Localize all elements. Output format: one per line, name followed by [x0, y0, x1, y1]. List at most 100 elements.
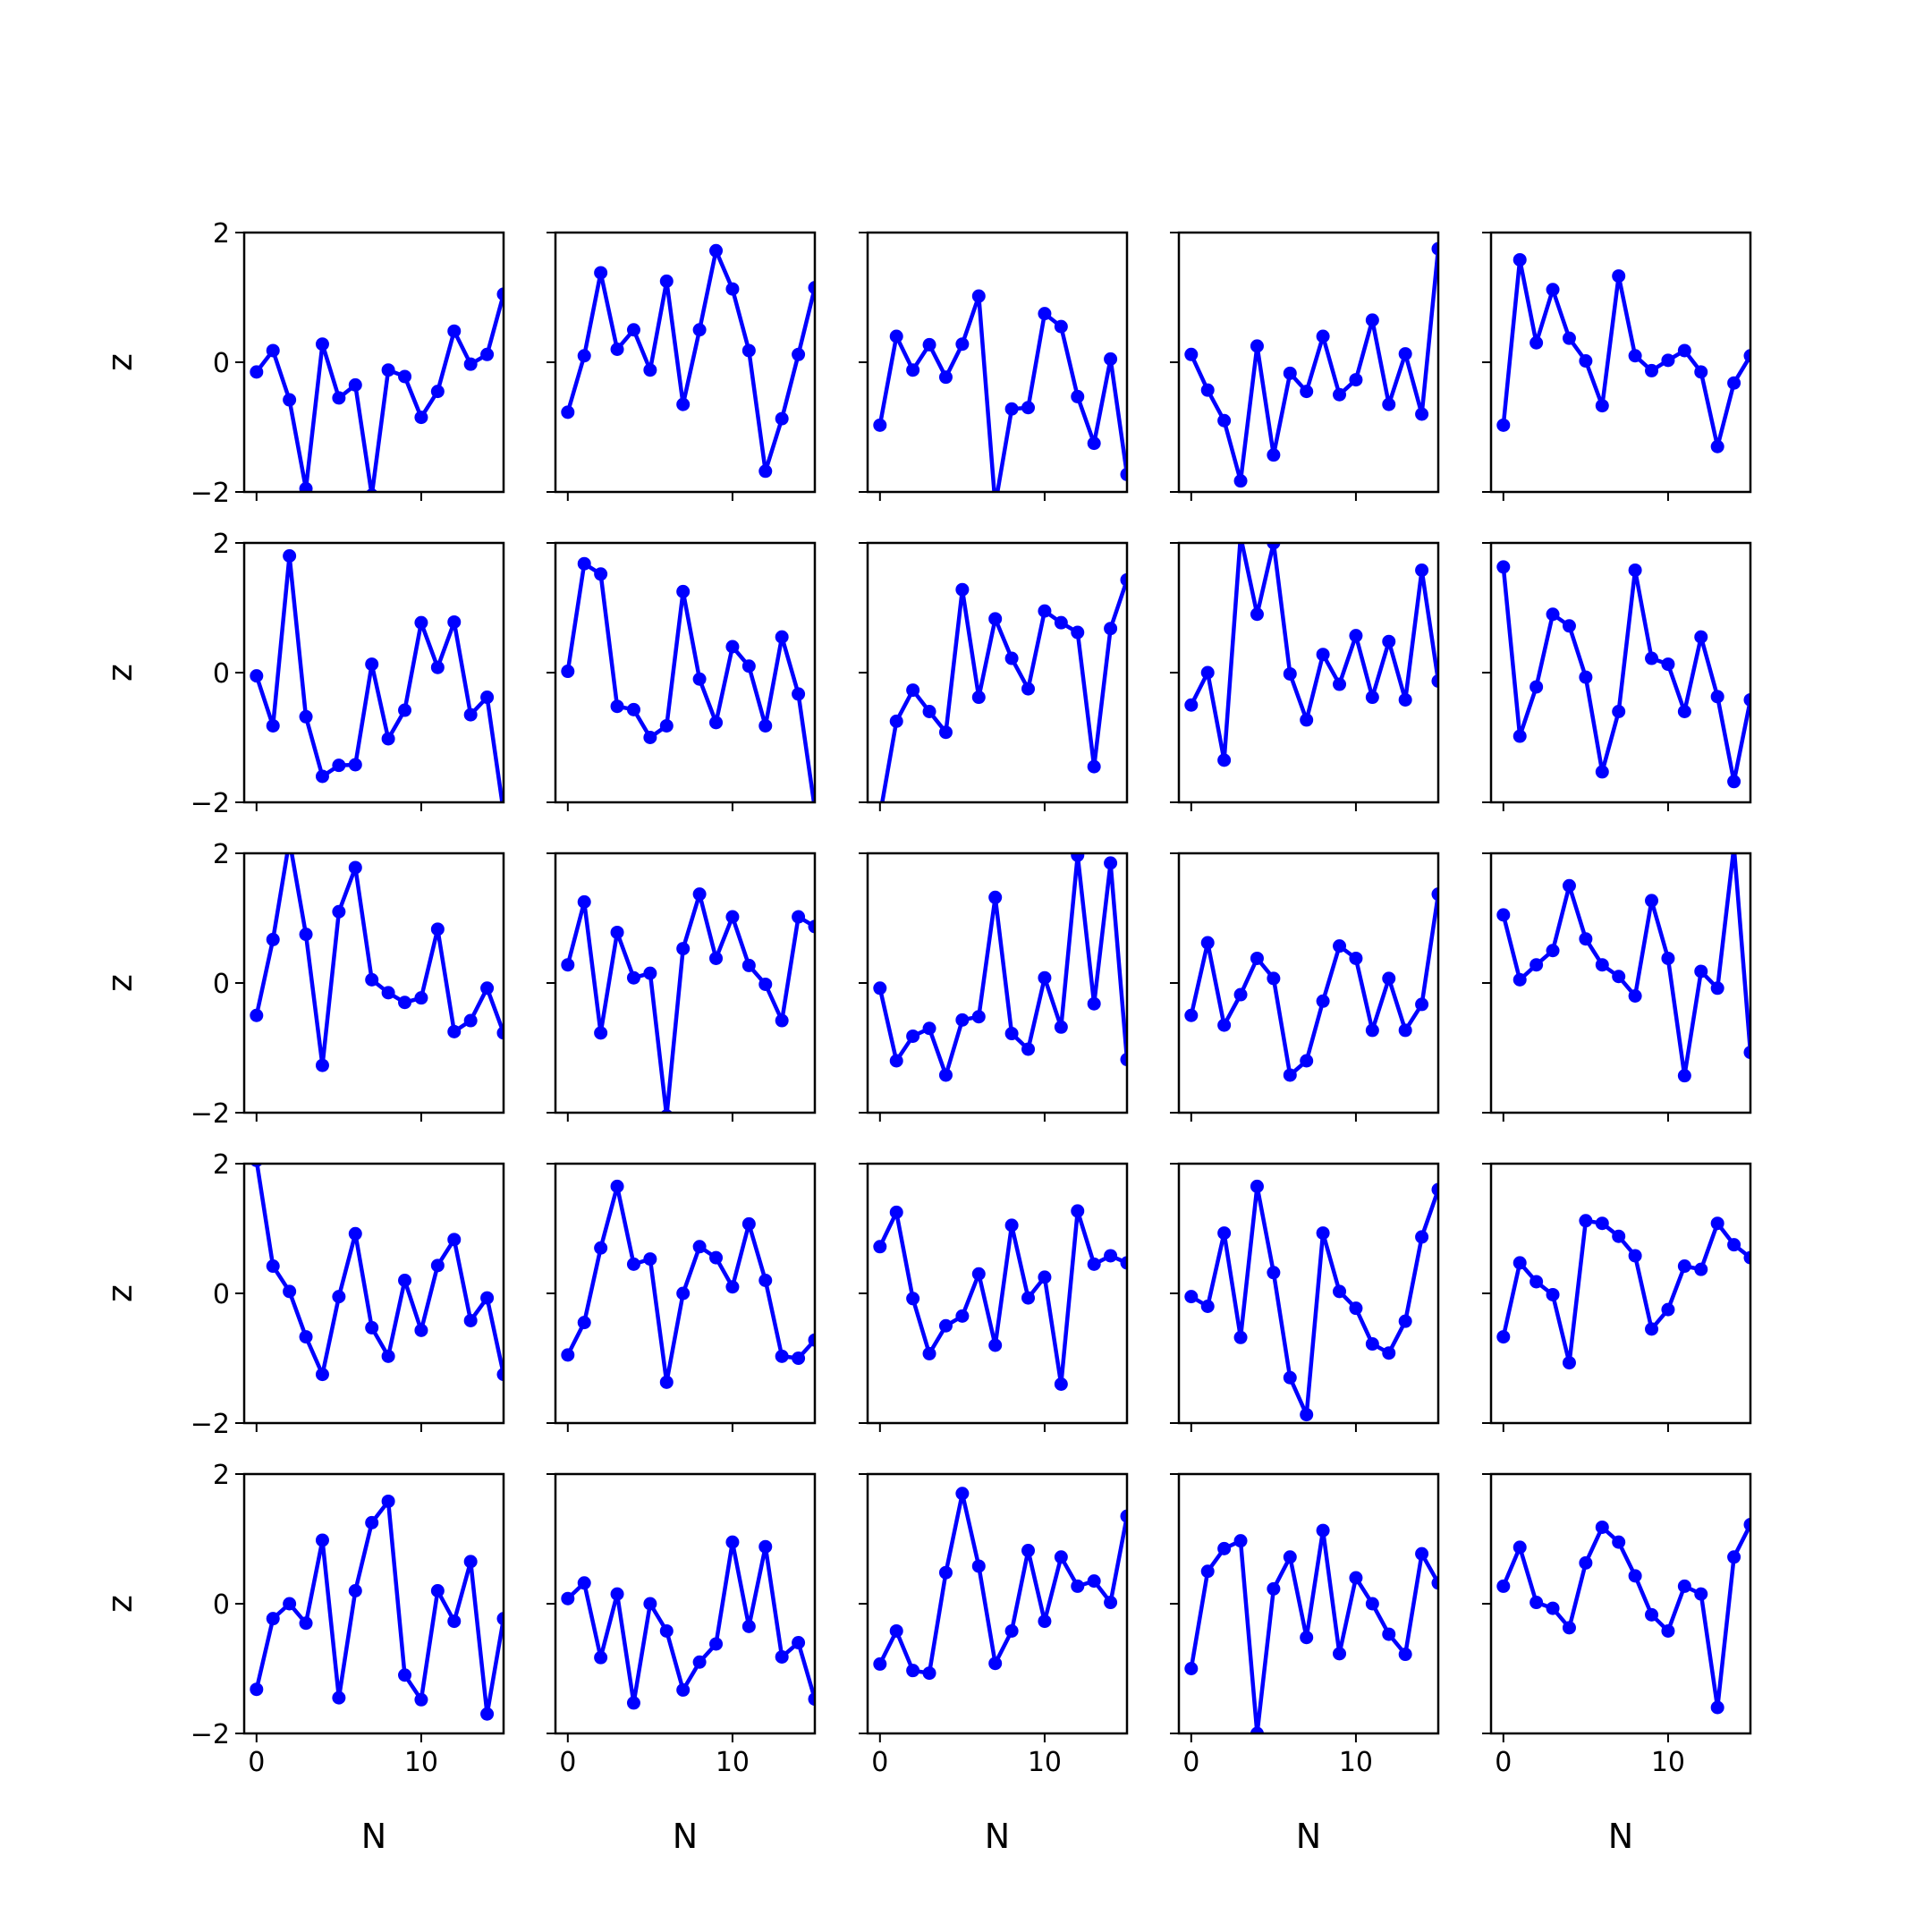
data-point: [463, 1013, 478, 1028]
data-point: [315, 1533, 329, 1547]
y-tick-label: −2: [191, 1719, 230, 1750]
series-group: [873, 289, 1127, 492]
data-point: [971, 1010, 986, 1024]
data-point: [348, 860, 362, 875]
data-point: [1038, 1614, 1052, 1629]
data-point: [758, 464, 773, 479]
data-point: [1595, 399, 1609, 413]
data-point: [348, 758, 362, 772]
series-line: [1189, 543, 1438, 763]
data-point: [496, 1368, 504, 1382]
data-point: [1530, 1596, 1544, 1610]
data-point: [1727, 1238, 1741, 1252]
series-line: [877, 293, 1127, 492]
data-point: [775, 1349, 789, 1363]
data-point: [1398, 692, 1412, 707]
data-point: [889, 329, 903, 343]
data-point: [414, 615, 428, 630]
subplot-r4-c5: [1482, 1162, 1752, 1432]
data-point: [1104, 1249, 1118, 1263]
data-point: [1365, 1597, 1379, 1611]
series-group: [250, 549, 504, 802]
data-point: [1104, 352, 1118, 366]
data-point: [1628, 989, 1642, 1003]
data-point: [955, 1309, 970, 1323]
data-point: [1300, 385, 1314, 399]
data-point: [332, 1290, 346, 1304]
data-point: [430, 385, 445, 399]
x-axis-label: N: [1296, 1817, 1321, 1856]
data-point: [906, 1292, 920, 1306]
data-point: [1120, 1256, 1127, 1270]
data-point: [1628, 1569, 1642, 1583]
data-point: [889, 1623, 903, 1638]
data-point: [1316, 648, 1330, 662]
y-tick-label: 2: [213, 839, 230, 870]
data-point: [250, 365, 264, 379]
data-point: [955, 1013, 970, 1027]
data-point: [659, 1623, 674, 1638]
data-point: [414, 991, 428, 1005]
data-point: [1382, 397, 1396, 411]
data-point: [1200, 936, 1215, 950]
x-tick-label: 10: [1339, 1747, 1373, 1778]
data-point: [398, 369, 412, 384]
data-point: [1217, 413, 1232, 428]
data-point: [988, 1338, 1003, 1352]
data-point: [1104, 1596, 1118, 1610]
data-point: [889, 1205, 903, 1219]
data-point: [1316, 329, 1330, 343]
data-point: [1661, 1302, 1675, 1317]
x-tick-label: 10: [404, 1747, 438, 1778]
data-point: [315, 337, 329, 352]
data-point: [594, 1650, 608, 1665]
series-line: [254, 1499, 504, 1716]
data-point: [725, 910, 740, 924]
data-point: [1415, 1546, 1429, 1561]
data-point: [1365, 691, 1379, 705]
data-point: [480, 981, 495, 996]
data-point: [594, 1026, 608, 1040]
data-point: [741, 958, 756, 972]
data-point: [447, 1233, 462, 1247]
data-point: [1677, 1579, 1691, 1593]
data-point: [283, 1597, 297, 1611]
data-point: [1038, 970, 1052, 985]
y-tick-label: 2: [213, 1149, 230, 1181]
data-point: [1316, 994, 1330, 1008]
data-point: [1283, 666, 1297, 681]
data-point: [758, 1274, 773, 1287]
data-point: [1365, 1023, 1379, 1038]
data-point: [709, 243, 724, 258]
data-point: [414, 1323, 428, 1337]
data-point: [1694, 964, 1708, 979]
subplot-r1-c1: −2 0 2 z: [100, 218, 505, 509]
data-point: [250, 1682, 264, 1697]
data-point: [1316, 1523, 1330, 1538]
data-point: [1382, 1346, 1396, 1360]
data-point: [1661, 353, 1675, 368]
y-axis-label: z: [100, 1595, 140, 1613]
data-point: [561, 958, 575, 972]
y-axis-label: z: [100, 974, 140, 992]
data-point: [1283, 1370, 1297, 1385]
data-point: [1710, 981, 1724, 996]
data-point: [643, 1597, 657, 1611]
data-point: [922, 705, 936, 718]
data-point: [1612, 970, 1626, 984]
data-point: [1004, 1623, 1019, 1638]
x-axis-label: N: [361, 1817, 386, 1856]
y-axis-label: z: [100, 1284, 140, 1302]
data-point: [1233, 1330, 1248, 1344]
data-point: [381, 732, 395, 746]
data-point: [398, 1274, 412, 1287]
data-point: [1645, 894, 1659, 908]
subplot-r5-c4: 0 10 N: [1170, 1472, 1440, 1856]
data-point: [643, 363, 657, 377]
series-group: [873, 853, 1127, 1082]
data-point: [1661, 657, 1675, 672]
data-point: [463, 1313, 478, 1327]
data-point: [922, 1666, 936, 1681]
data-point: [1349, 629, 1363, 643]
data-point: [873, 418, 887, 432]
